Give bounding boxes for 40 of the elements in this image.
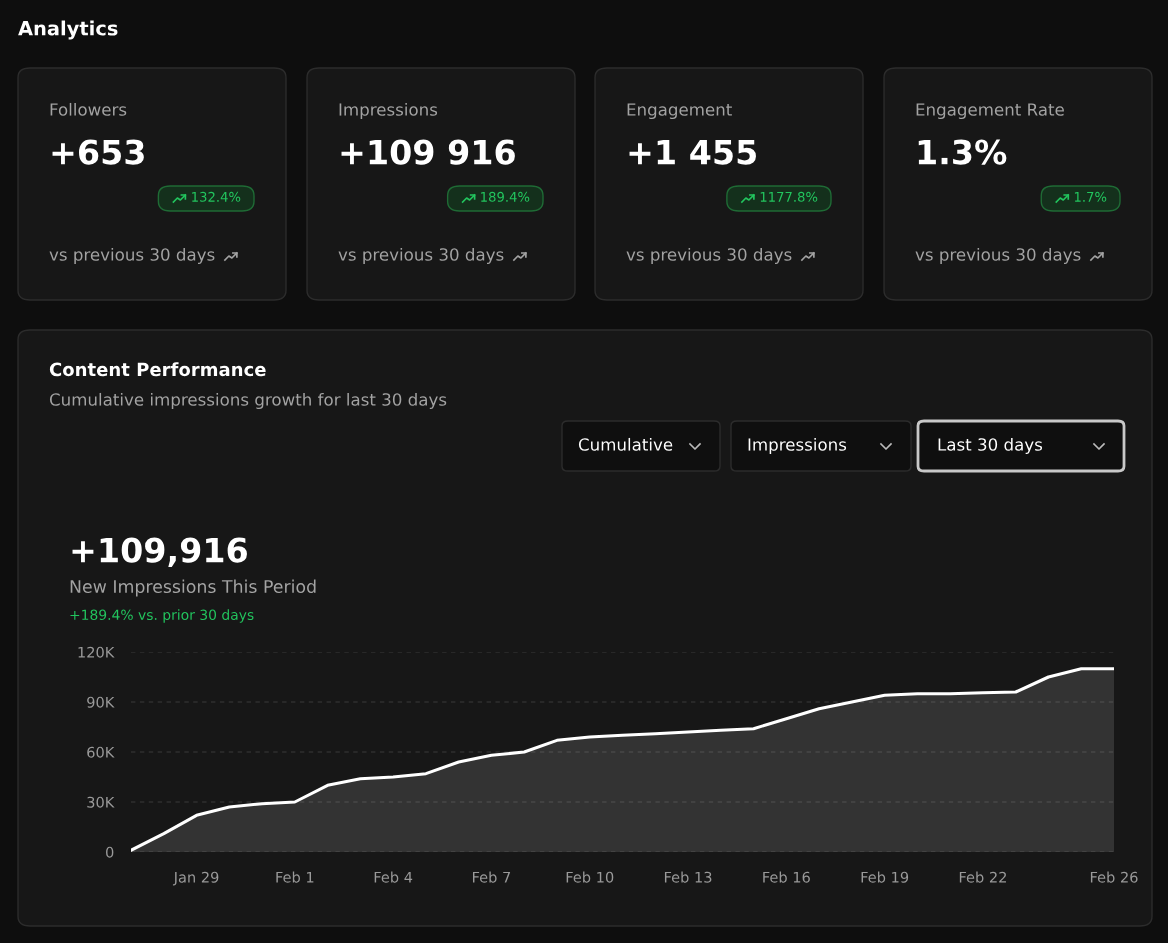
- x-tick-label: Feb 7: [473, 871, 511, 883]
- text: +189.4% vs. prior 30 days: [70, 609, 254, 623]
- text: Impressions: [748, 437, 847, 455]
- x-tick-label: Feb 4: [374, 871, 413, 883]
- text: 132.4%: [192, 191, 241, 202]
- text: 1177.8%: [760, 191, 818, 202]
- text: Engagement Rate: [916, 103, 1064, 120]
- text: Impressions: [339, 102, 438, 120]
- text: 1.7%: [1074, 191, 1107, 202]
- text: +109,916: [72, 537, 247, 567]
- text: +1 455: [629, 139, 756, 165]
- text: Engagement: [627, 103, 732, 120]
- text: +653: [52, 139, 144, 165]
- text: vs previous 30 days: [49, 247, 215, 265]
- x-tick-label: Feb 22: [959, 871, 1006, 883]
- text: New Impressions This Period: [70, 579, 316, 597]
- text: vs previous 30 days: [626, 247, 792, 265]
- x-tick-label: Feb 26: [1090, 871, 1138, 883]
- y-tick-label: 30K: [87, 796, 115, 808]
- x-tick-label: Feb 13: [664, 871, 712, 883]
- x-tick-label: Feb 1: [276, 871, 314, 883]
- text: vs previous 30 days: [338, 247, 504, 265]
- text: +109 916: [341, 139, 515, 165]
- x-tick-label: Feb 10: [566, 871, 614, 883]
- x-tick-label: Feb 19: [861, 871, 909, 883]
- y-tick-label: 120K: [78, 646, 115, 658]
- y-tick-label: 90K: [87, 696, 115, 708]
- text: 1.3%: [918, 139, 1007, 165]
- text: Followers: [50, 102, 127, 116]
- x-tick-label: Feb 16: [763, 871, 810, 883]
- x-tick-label: Jan 29: [172, 871, 219, 886]
- chart-title: Content Performance: [49, 362, 266, 377]
- y-tick-label: 0: [106, 846, 114, 858]
- text: Analytics: [18, 20, 118, 40]
- text: Last 30 days: [938, 437, 1043, 455]
- text: Cumulative: [578, 437, 673, 451]
- text: 189.4%: [481, 191, 530, 202]
- text: vs previous 30 days: [915, 247, 1081, 265]
- chart-subtitle: Cumulative impressions growth for last 30 days: [49, 392, 447, 410]
- y-tick-label: 60K: [87, 746, 115, 758]
